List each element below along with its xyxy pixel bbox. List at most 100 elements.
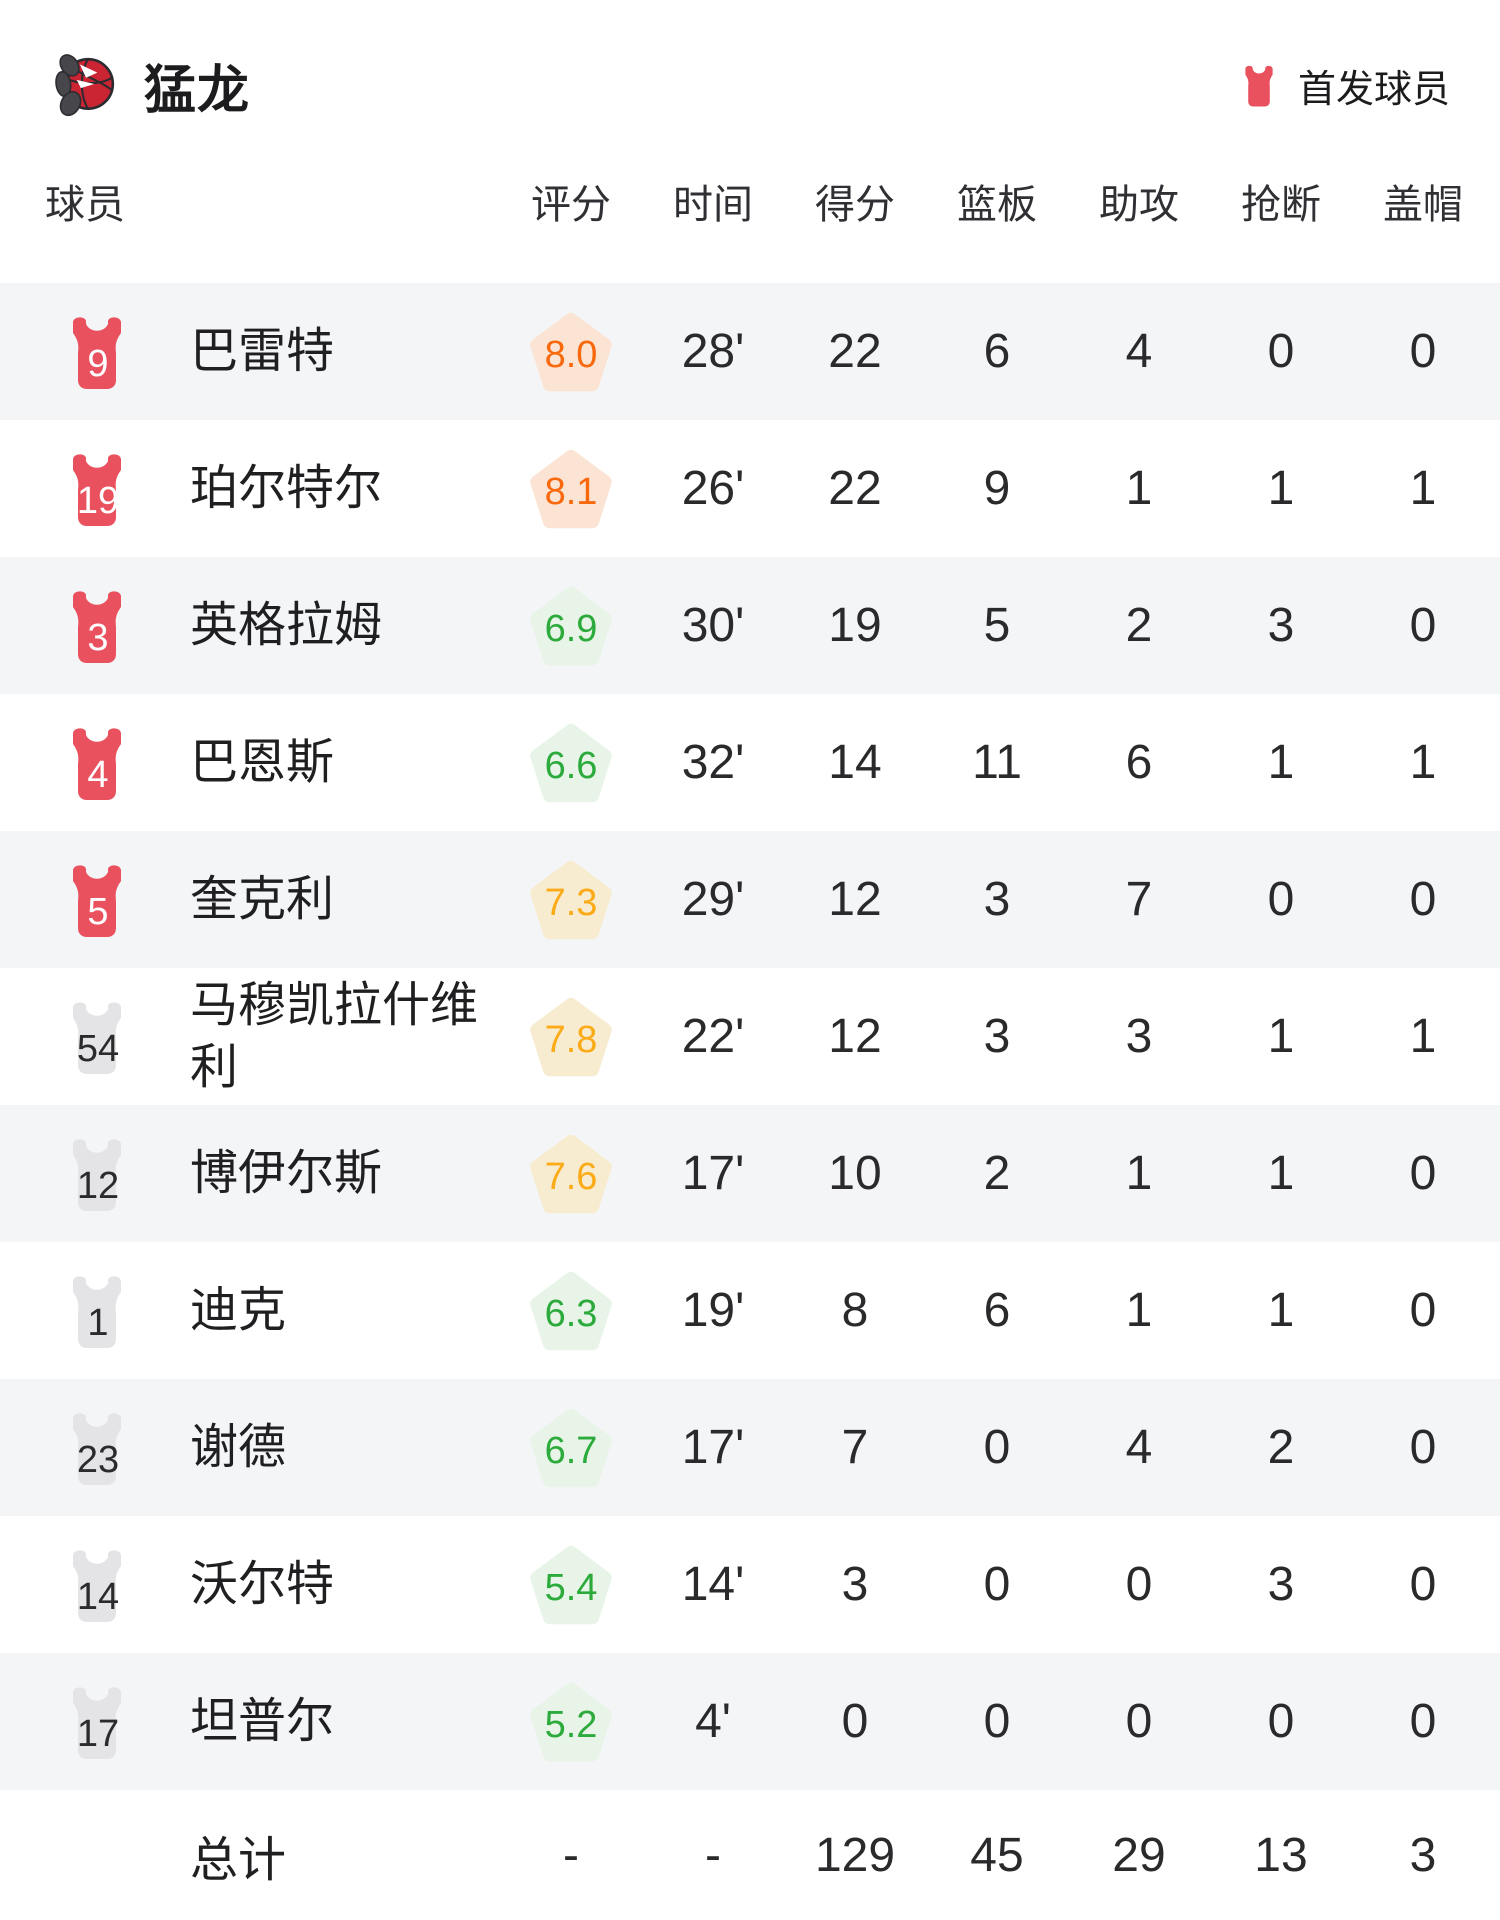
jersey-cell: 14	[60, 1546, 134, 1624]
minutes-cell: 17'	[681, 1147, 745, 1200]
jersey-icon: 14	[73, 1549, 121, 1622]
rating-value: 5.2	[544, 1704, 598, 1746]
total-points-cell: 129	[814, 1828, 896, 1882]
steals-cell: 2	[1267, 1421, 1295, 1474]
blocks-cell: 0	[1409, 1558, 1437, 1611]
jersey-cell: 19	[60, 450, 134, 528]
rebounds-cell: 3	[983, 873, 1011, 926]
table-row[interactable]: 12 博伊尔斯 7.6 17' 10 2 1 1 0	[0, 1105, 1500, 1242]
assists-cell: 6	[1125, 736, 1153, 789]
starter-legend: 首发球员	[1238, 58, 1450, 113]
jersey-number: 1	[87, 1302, 108, 1344]
rating-cell: 5.4	[500, 1545, 642, 1625]
jersey-cell: 54	[60, 998, 134, 1076]
table-row[interactable]: 4 巴恩斯 6.6 32' 14 11 6 1 1	[0, 694, 1500, 831]
name-cell: 奎克利	[134, 869, 500, 931]
pentagon-shape-icon	[530, 1545, 612, 1624]
table-row[interactable]: 9 巴雷特 8.0 28' 22 6 4 0 0	[0, 283, 1500, 420]
rating-cell: 6.9	[500, 586, 642, 666]
player-name: 珀尔特尔	[190, 461, 383, 515]
table-row[interactable]: 14 沃尔特 5.4 14' 3 0 0 3 0	[0, 1516, 1500, 1653]
blocks-cell: 0	[1409, 599, 1437, 652]
table-row[interactable]: 54 马穆凯拉什维利 7.8 22' 12 3 3 1 1	[0, 968, 1500, 1105]
jersey-number: 9	[87, 343, 108, 385]
rating-cell: 7.6	[500, 1134, 642, 1214]
jersey-number: 12	[77, 1165, 119, 1207]
player-name: 迪克	[190, 1283, 287, 1337]
name-cell: 谢德	[134, 1417, 500, 1479]
steals-cell: 3	[1267, 1558, 1295, 1611]
points-cell: 10	[828, 1147, 882, 1200]
rating-badge: 6.3	[530, 1271, 612, 1351]
column-header-2: 时间	[673, 182, 753, 227]
rating-badge: 7.3	[530, 860, 612, 940]
blocks-cell: 0	[1409, 873, 1437, 926]
rating-cell: 6.6	[500, 723, 642, 803]
assists-cell: 0	[1125, 1558, 1153, 1611]
column-header-4: 篮板	[957, 182, 1037, 227]
rating-badge: 6.6	[530, 723, 612, 803]
points-cell: 7	[841, 1421, 869, 1474]
jersey-cell: 1	[60, 1272, 134, 1350]
pentagon-shape-icon	[530, 997, 612, 1076]
name-cell: 巴雷特	[134, 321, 500, 383]
blocks-cell: 0	[1409, 1284, 1437, 1337]
points-cell: 12	[828, 873, 882, 926]
column-header-6: 抢断	[1241, 182, 1321, 227]
jersey-number: 17	[77, 1713, 119, 1755]
pentagon-shape-icon	[530, 449, 612, 528]
jersey-icon: 17	[73, 1686, 121, 1759]
jersey-cell: 23	[60, 1409, 134, 1487]
table-row[interactable]: 5 奎克利 7.3 29' 12 3 7 0 0	[0, 831, 1500, 968]
rebounds-cell: 2	[983, 1147, 1011, 1200]
steals-cell: 3	[1267, 599, 1295, 652]
team-name: 猛龙	[144, 61, 251, 120]
pentagon-shape-icon	[530, 1682, 612, 1761]
pentagon-shape-icon	[530, 312, 612, 391]
rating-cell: 7.8	[500, 997, 642, 1077]
table-row[interactable]: 1 迪克 6.3 19' 8 6 1 1 0	[0, 1242, 1500, 1379]
rebounds-cell: 0	[983, 1695, 1011, 1748]
jersey-cell: 5	[60, 861, 134, 939]
jersey-icon: 23	[73, 1412, 121, 1485]
points-cell: 12	[828, 1010, 882, 1063]
jersey-icon: 5	[73, 864, 121, 937]
pentagon-shape-icon	[530, 586, 612, 665]
column-header-5: 助攻	[1099, 182, 1179, 227]
points-cell: 3	[841, 1558, 869, 1611]
minutes-cell: 26'	[681, 462, 745, 515]
column-header-1: 评分	[531, 182, 611, 227]
table-row[interactable]: 3 英格拉姆 6.9 30' 19 5 2 3 0	[0, 557, 1500, 694]
table-row[interactable]: 19 珀尔特尔 8.1 26' 22 9 1 1 1	[0, 420, 1500, 557]
table-row[interactable]: 17 坦普尔 5.2 4' 0 0 0 0 0	[0, 1653, 1500, 1790]
name-cell: 迪克	[134, 1280, 500, 1342]
jersey-icon: 4	[73, 727, 121, 800]
player-name: 坦普尔	[190, 1694, 335, 1748]
column-header-0: 球员	[45, 182, 125, 227]
total-steals-cell: 13	[1254, 1828, 1308, 1882]
column-header-row: 球员 评分 时间 得分 篮板 助攻 抢断 盖帽	[0, 118, 1500, 283]
blocks-cell: 0	[1409, 1147, 1437, 1200]
rating-value: 6.6	[544, 745, 598, 787]
minutes-cell: 19'	[681, 1284, 745, 1337]
rating-cell: 7.3	[500, 860, 642, 940]
total-rebounds-cell: 45	[970, 1828, 1024, 1882]
pentagon-shape-icon	[530, 1408, 612, 1487]
blocks-cell: 0	[1409, 1695, 1437, 1748]
points-cell: 8	[841, 1284, 869, 1337]
rating-value: 7.6	[544, 1156, 598, 1198]
rating-value: 6.3	[544, 1293, 598, 1335]
name-cell: 坦普尔	[134, 1691, 500, 1753]
pentagon-shape-icon	[530, 723, 612, 802]
table-row[interactable]: 23 谢德 6.7 17' 7 0 4 2 0	[0, 1379, 1500, 1516]
minutes-cell: 17'	[681, 1421, 745, 1474]
minutes-cell: 29'	[681, 873, 745, 926]
rating-badge: 5.4	[530, 1545, 612, 1625]
player-name: 英格拉姆	[190, 598, 383, 652]
starter-legend-label: 首发球员	[1297, 68, 1450, 111]
name-cell: 珀尔特尔	[134, 458, 500, 520]
rating-value: 8.0	[544, 334, 598, 376]
rating-badge: 6.9	[530, 586, 612, 666]
rebounds-cell: 6	[983, 325, 1011, 378]
rating-value: 6.9	[544, 608, 598, 650]
